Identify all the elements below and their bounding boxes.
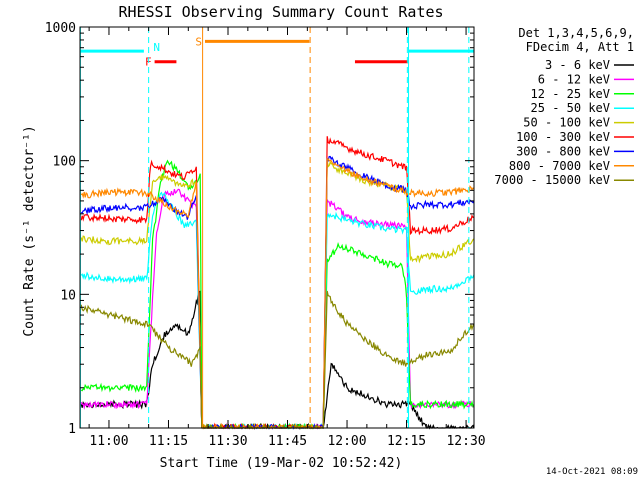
legend-label-6-12-kev: 6 - 12 keV (538, 72, 610, 86)
plot-frame (79, 26, 475, 429)
flag-label-s: S (195, 35, 202, 48)
x-tick-label-60: 12:00 (327, 434, 366, 449)
x-tick-label-0: 11:00 (89, 434, 128, 449)
legend-label-12-25-kev: 12 - 25 keV (531, 87, 610, 101)
legend-label-3-6-kev: 3 - 6 keV (545, 58, 610, 72)
y-tick-label-100: 100 (53, 155, 76, 170)
y-axis-label: Count Rate (s⁻¹ detector⁻¹) (22, 125, 37, 336)
legend-label-300-800-kev: 300 - 800 keV (516, 144, 610, 158)
legend-label-100-300-kev: 100 - 300 keV (516, 130, 610, 144)
x-tick-label-45: 11:45 (268, 434, 307, 449)
legend-label-50-100-kev: 50 - 100 keV (523, 116, 610, 130)
series-line-12-25-kev (80, 159, 475, 430)
x-tick-label-15: 11:15 (149, 434, 188, 449)
series-line-100-300-kev (80, 136, 475, 430)
x-axis-label: Start Time (19-Mar-02 10:52:42) (160, 456, 403, 471)
axes-layer: 11:00 11:15 11:30 11:45 12:00 12:15 12:30 1 10 10… (45, 21, 486, 449)
footer-timestamp: 14-Oct-2021 08:09 (546, 467, 638, 477)
y-tick-label-10: 10 (60, 288, 76, 303)
legend-label-800-7000-kev: 800 - 7000 keV (509, 159, 610, 173)
series-layer (80, 136, 475, 430)
x-tick-label-30: 11:30 (208, 434, 247, 449)
x-tick-label-75: 12:15 (387, 434, 426, 449)
legend-header-line-2: FDecim 4, Att 1 (526, 40, 634, 54)
legend-label-7000-15000-kev: 7000 - 15000 keV (494, 173, 610, 187)
series-line-6-12-kev (80, 188, 475, 430)
flag-label-n: N (153, 41, 160, 54)
legend-header-line-1: Det 1,3,4,5,6,9, (518, 26, 634, 40)
legend-label-25-50-kev: 25 - 50 keV (531, 101, 610, 115)
x-tick-label-90: 12:30 (446, 434, 485, 449)
y-tick-label-1000: 1000 (45, 21, 76, 36)
chart-title: RHESSI Observing Summary Count Rates (118, 3, 443, 21)
y-tick-label-1: 1 (68, 422, 76, 437)
flags-layer: FSN (79, 27, 474, 428)
series-line-25-50-kev (80, 191, 475, 430)
